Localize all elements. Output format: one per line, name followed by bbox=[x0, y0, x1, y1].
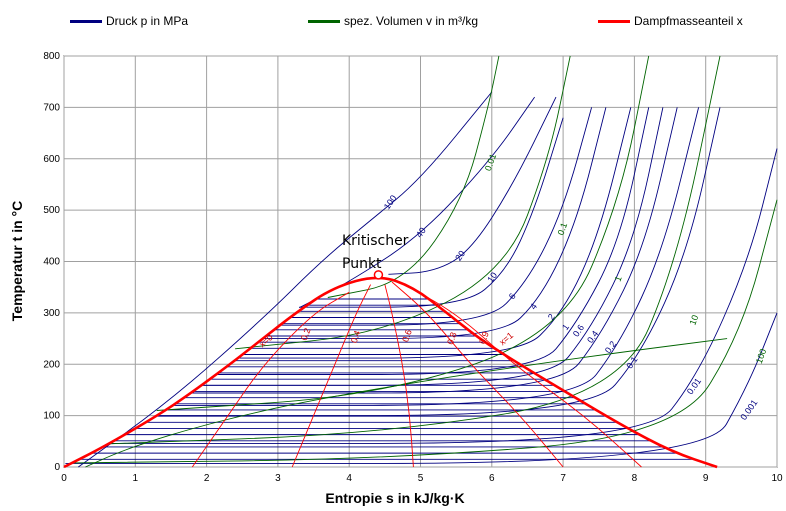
x-tick-label: 9 bbox=[703, 473, 709, 484]
isobar-line bbox=[201, 107, 664, 386]
isochore-label: 1 bbox=[613, 275, 624, 283]
saturation-dome-group bbox=[63, 270, 718, 469]
isochore-line bbox=[327, 55, 500, 298]
quality-label: 0.2 bbox=[299, 327, 313, 342]
y-tick-label: 400 bbox=[43, 257, 60, 268]
critical-point-label-1: Kritischer bbox=[342, 233, 409, 249]
quality-label: 0.8 bbox=[445, 331, 459, 346]
x-tick-label: 10 bbox=[771, 473, 783, 484]
x-tick-label: 4 bbox=[346, 473, 352, 484]
isobar-label: 20 bbox=[453, 249, 467, 263]
critical-point bbox=[373, 270, 384, 280]
quality-line bbox=[391, 281, 564, 468]
quality-label: 0.6 bbox=[400, 328, 414, 343]
isochore-line bbox=[235, 55, 571, 350]
quality-line bbox=[398, 281, 642, 468]
isobar-line bbox=[173, 107, 700, 406]
isobar-line bbox=[78, 91, 493, 468]
y-tick-label: 800 bbox=[43, 51, 60, 62]
volume-isochores bbox=[71, 55, 778, 468]
x-tick-label: 1 bbox=[133, 473, 139, 484]
y-tick-label: 600 bbox=[43, 154, 60, 165]
isochore-label: 0.1 bbox=[556, 221, 570, 236]
isobar-label: 1 bbox=[560, 322, 571, 332]
legend-pressure: Druck p in MPa bbox=[70, 14, 188, 28]
isobar-line bbox=[217, 107, 650, 375]
y-tick-label: 300 bbox=[43, 308, 60, 319]
isobar-label: 40 bbox=[414, 226, 428, 240]
quality-line bbox=[191, 291, 350, 468]
isobar-line bbox=[156, 107, 721, 417]
isobar-line bbox=[299, 96, 535, 309]
isochore-label: 10 bbox=[687, 314, 700, 327]
x-tick-label: 6 bbox=[489, 473, 495, 484]
x-tick-label: 5 bbox=[418, 473, 424, 484]
isobar-line bbox=[277, 107, 593, 326]
x-tick-label: 3 bbox=[275, 473, 281, 484]
isobar-line bbox=[388, 96, 557, 275]
isochore-line bbox=[106, 55, 721, 445]
quality-line bbox=[291, 284, 372, 468]
isobar-label: 10 bbox=[485, 270, 499, 284]
x-axis-label: Entropie s in kJ/kg·K bbox=[325, 490, 464, 506]
x-tick-label: 2 bbox=[204, 473, 210, 484]
pressure-isobars bbox=[65, 91, 778, 468]
y-tick-label: 700 bbox=[43, 102, 60, 113]
legend-quality-label: Dampfmasseanteil x bbox=[634, 14, 743, 28]
isobar-label: 4 bbox=[528, 302, 539, 312]
isobar-line bbox=[110, 148, 778, 444]
y-axis-label: Temperatur t in °C bbox=[9, 201, 25, 321]
isochore-line bbox=[85, 338, 728, 468]
isobar-label: 6 bbox=[507, 291, 518, 301]
legend-volume-swatch bbox=[308, 20, 340, 24]
isochore-label: 100 bbox=[754, 347, 769, 365]
quality-lines bbox=[191, 281, 642, 468]
isobar-line bbox=[190, 107, 678, 394]
x-tick-label: 8 bbox=[632, 473, 638, 484]
quality-label: 0.4 bbox=[349, 329, 363, 344]
isobar-line bbox=[65, 312, 778, 464]
legend-volume: spez. Volumen v in m³/kg bbox=[308, 14, 478, 28]
legend-quality-swatch bbox=[598, 20, 630, 24]
critical-point-label-2: Punkt bbox=[342, 256, 382, 272]
y-tick-label: 200 bbox=[43, 359, 60, 370]
x-tick-label: 7 bbox=[560, 473, 566, 484]
y-tick-label: 500 bbox=[43, 205, 60, 216]
legend-quality: Dampfmasseanteil x bbox=[598, 14, 743, 28]
quality-label: 0.9 bbox=[477, 330, 491, 345]
x-tick-label: 0 bbox=[61, 473, 67, 484]
isobar-line bbox=[238, 107, 632, 359]
legend-pressure-swatch bbox=[70, 20, 102, 24]
legend-pressure-label: Druck p in MPa bbox=[106, 14, 189, 28]
isobar-label: 2 bbox=[546, 312, 557, 322]
isochore-line bbox=[156, 55, 650, 411]
y-tick-label: 0 bbox=[54, 462, 60, 473]
y-tick-label: 100 bbox=[43, 411, 60, 422]
legend-volume-label: spez. Volumen v in m³/kg bbox=[344, 14, 479, 28]
quality-line bbox=[384, 284, 414, 468]
